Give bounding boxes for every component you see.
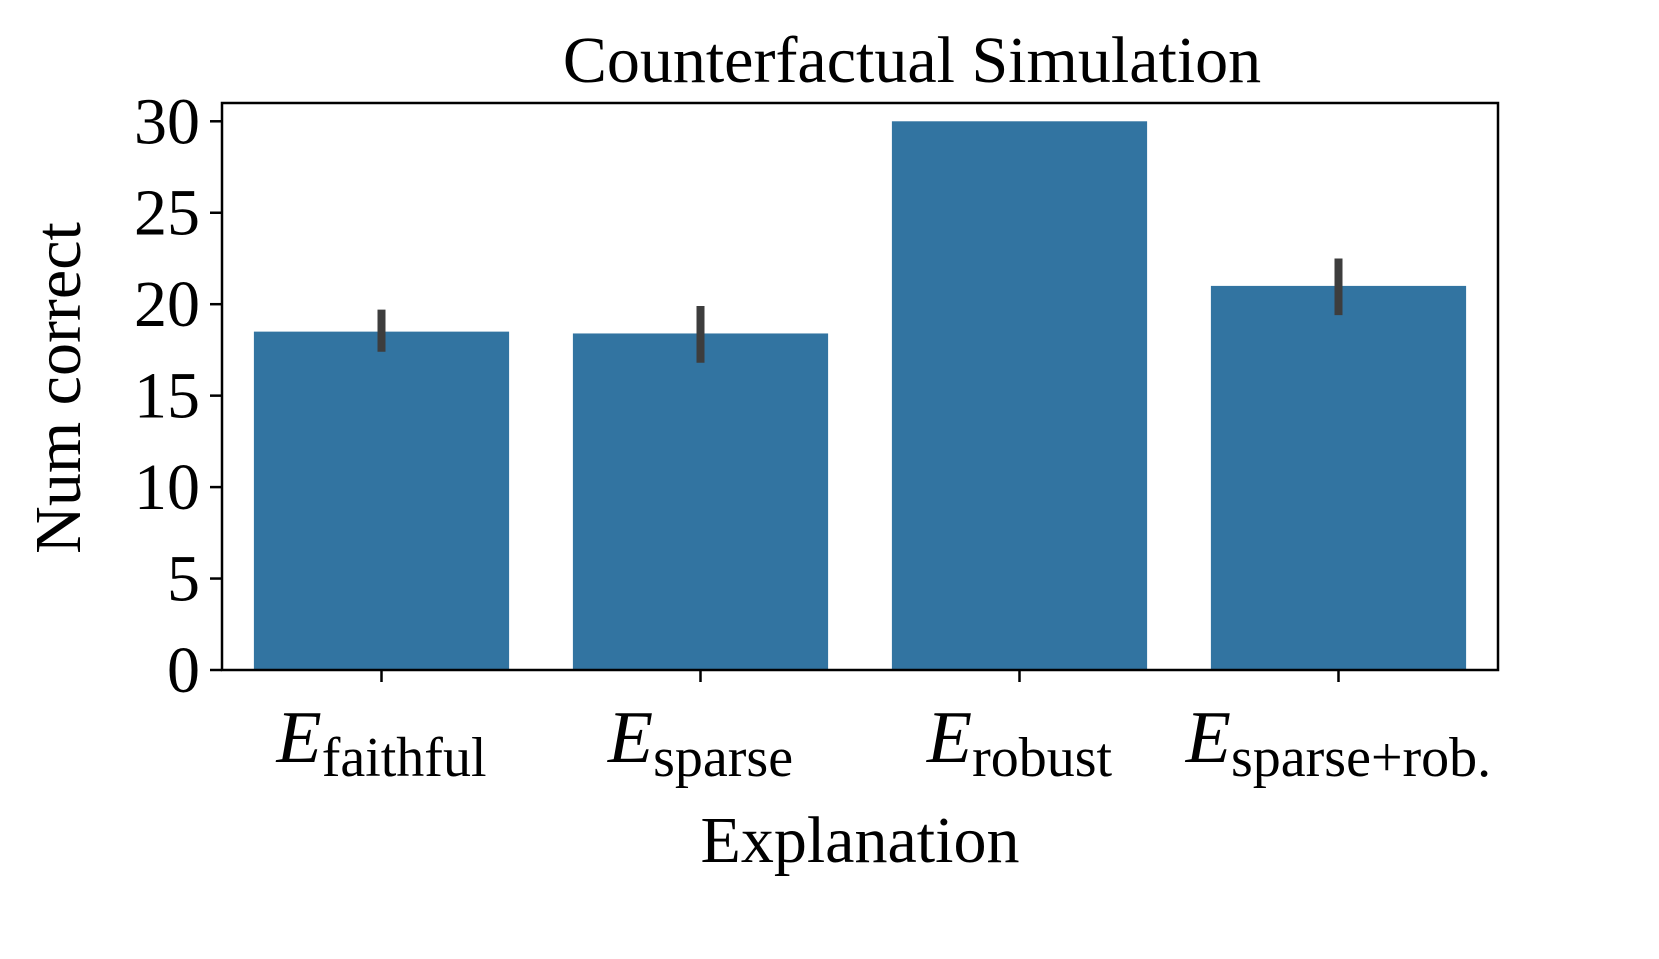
error-bars-group: [377, 258, 1343, 363]
x-tick-label: Esparse+rob.: [1185, 697, 1491, 789]
y-tick-label: 30: [134, 85, 200, 158]
y-tick-label: 15: [134, 360, 200, 433]
x-tick-label: Efaithful: [275, 697, 486, 789]
x-axis-label: Explanation: [701, 804, 1020, 877]
y-tick-label: 25: [134, 177, 200, 250]
y-tick-label: 20: [134, 268, 200, 341]
bar-sparse-rob: [1210, 285, 1467, 670]
chart-title: Counterfactual Simulation: [563, 24, 1261, 97]
bar-sparse: [572, 333, 829, 670]
bar-robust: [891, 121, 1148, 670]
plot-frame: [220, 101, 1500, 672]
y-tick-label: 10: [134, 451, 200, 524]
x-axis-ticks: Efaithful Esparse Erobust Esparse+rob.: [275, 670, 1491, 789]
y-axis-ticks: 0 5 10 15 20 25 30: [134, 85, 222, 707]
bar-faithful: [253, 331, 510, 670]
y-axis-label: Num correct: [22, 222, 95, 554]
x-tick-label: Esparse: [607, 697, 793, 789]
x-tick-label: Erobust: [926, 697, 1113, 789]
y-tick-label: 0: [167, 634, 200, 707]
bars-group: [253, 121, 1467, 670]
y-tick-label: 5: [167, 543, 200, 616]
